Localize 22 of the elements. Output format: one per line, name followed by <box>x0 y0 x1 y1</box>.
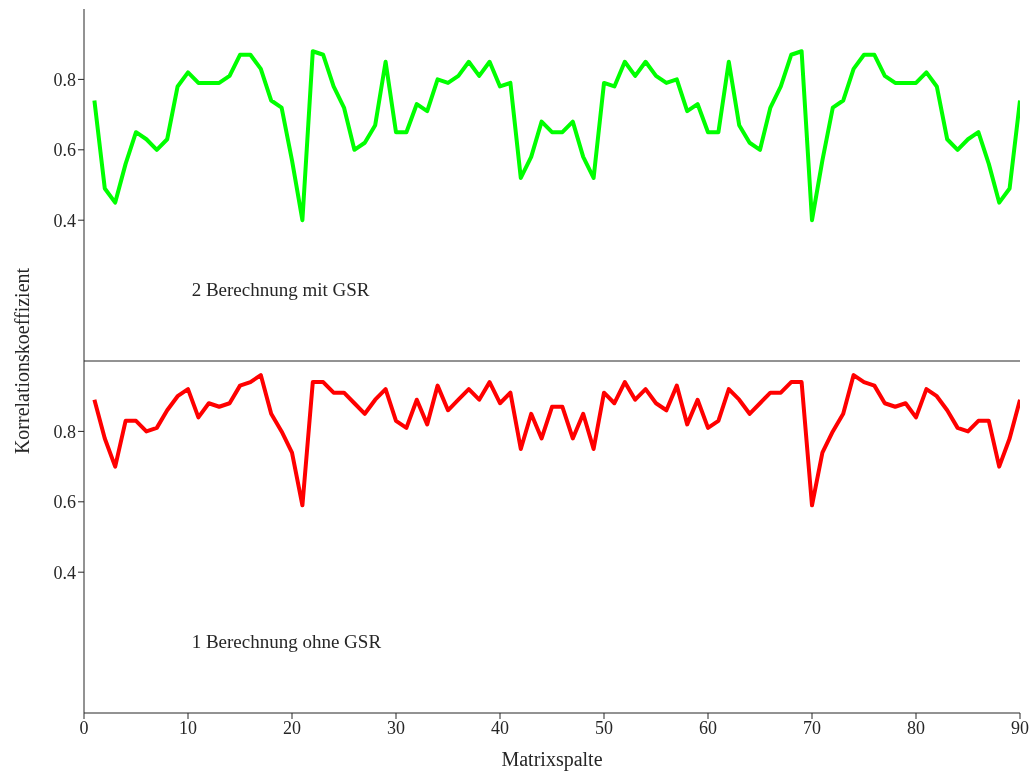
y-axis-title: Korrelationskoeffizient <box>10 267 34 455</box>
line-series <box>92 373 1020 508</box>
x-tick-label: 40 <box>491 717 509 738</box>
y-tick-label: 0.6 <box>53 140 76 161</box>
x-tick-label: 90 <box>1011 717 1029 738</box>
x-tick-label: 10 <box>179 717 197 738</box>
x-tick-label: 0 <box>79 717 89 738</box>
line-series <box>92 49 1020 223</box>
x-tick-label: 70 <box>803 717 821 738</box>
x-tick-label: 60 <box>699 717 717 738</box>
y-tick-label: 0.4 <box>53 210 76 231</box>
x-tick-label: 30 <box>387 717 405 738</box>
x-tick-label: 80 <box>907 717 925 738</box>
y-tick-label: 0.4 <box>53 562 76 583</box>
y-tick-label: 0.8 <box>53 69 76 90</box>
x-tick-label: 50 <box>595 717 613 738</box>
x-axis-title: Matrixspalte <box>501 748 603 771</box>
y-tick-label: 0.8 <box>53 421 76 442</box>
annotation: 2 Berechnung mit GSR <box>191 278 370 301</box>
annotation: 1 Berechnung ohne GSR <box>191 630 382 653</box>
y-tick-label: 0.6 <box>53 492 76 513</box>
x-tick-label: 20 <box>283 717 301 738</box>
